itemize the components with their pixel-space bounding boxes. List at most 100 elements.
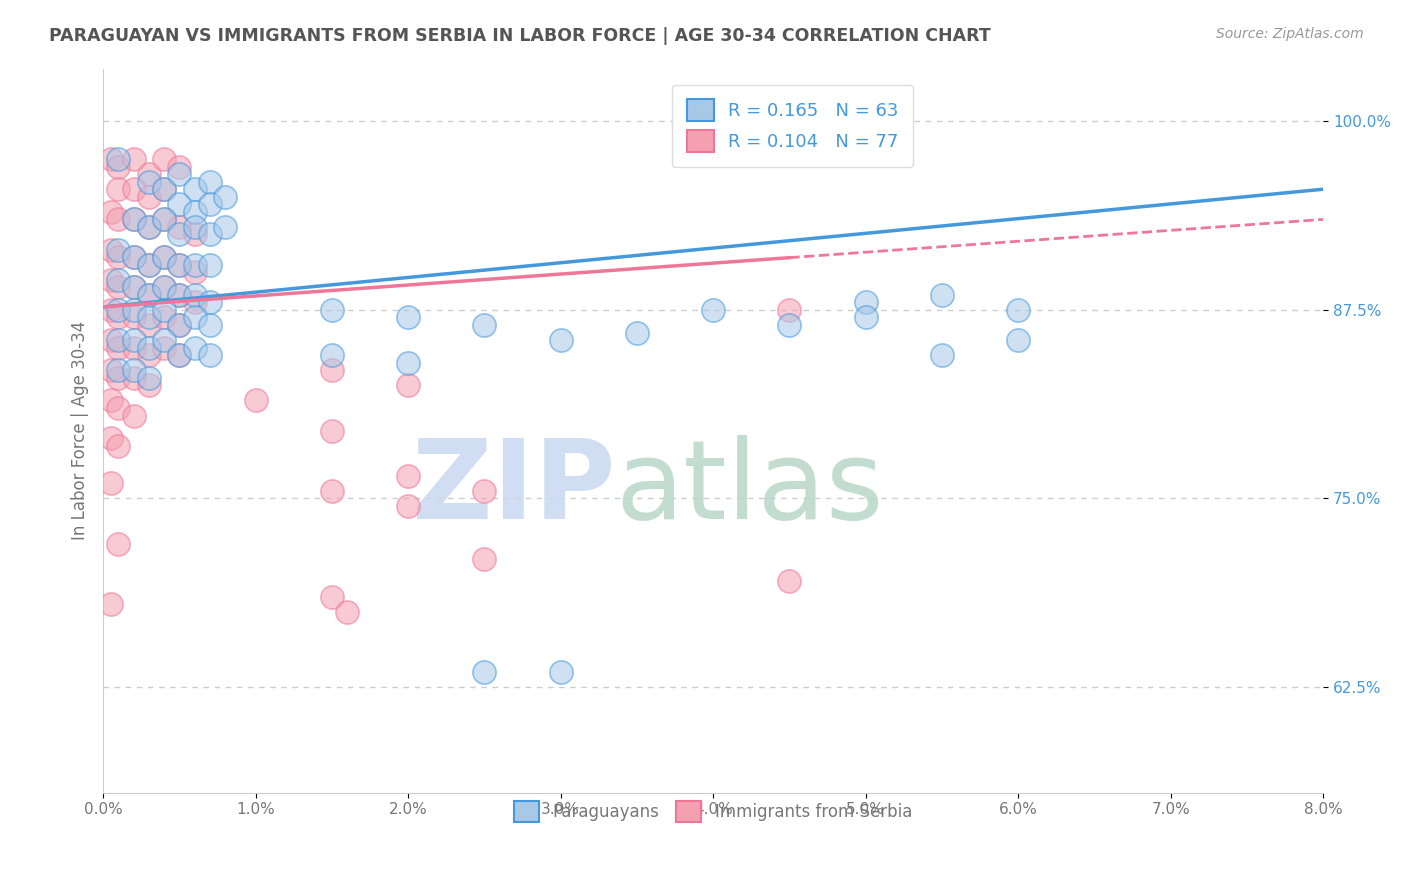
Point — [107, 302, 129, 317]
Point — [107, 273, 129, 287]
Point — [153, 250, 176, 264]
Point — [169, 318, 191, 332]
Point — [153, 341, 176, 355]
Point — [169, 318, 191, 332]
Point — [138, 378, 160, 392]
Point — [169, 167, 191, 181]
Point — [107, 333, 129, 347]
Text: Source: ZipAtlas.com: Source: ZipAtlas.com — [1216, 27, 1364, 41]
Point — [321, 363, 343, 377]
Point — [122, 280, 145, 294]
Point — [107, 160, 129, 174]
Point — [107, 243, 129, 257]
Point — [169, 288, 191, 302]
Point — [169, 219, 191, 234]
Point — [198, 258, 221, 272]
Point — [550, 333, 572, 347]
Point — [153, 152, 176, 166]
Point — [474, 483, 496, 498]
Point — [122, 302, 145, 317]
Point — [122, 250, 145, 264]
Point — [855, 310, 877, 325]
Point — [169, 160, 191, 174]
Point — [198, 175, 221, 189]
Point — [169, 227, 191, 242]
Point — [100, 363, 122, 377]
Point — [107, 363, 129, 377]
Point — [107, 280, 129, 294]
Point — [107, 371, 129, 385]
Point — [153, 250, 176, 264]
Point — [107, 250, 129, 264]
Point — [626, 326, 648, 340]
Point — [100, 243, 122, 257]
Point — [122, 250, 145, 264]
Point — [778, 574, 800, 589]
Point — [122, 363, 145, 377]
Point — [153, 212, 176, 227]
Point — [474, 551, 496, 566]
Point — [550, 665, 572, 679]
Point — [183, 219, 205, 234]
Point — [122, 182, 145, 196]
Point — [122, 341, 145, 355]
Point — [153, 182, 176, 196]
Point — [122, 310, 145, 325]
Point — [138, 175, 160, 189]
Point — [1007, 333, 1029, 347]
Point — [183, 204, 205, 219]
Point — [122, 333, 145, 347]
Point — [183, 295, 205, 310]
Point — [107, 341, 129, 355]
Point — [396, 378, 419, 392]
Point — [931, 288, 953, 302]
Point — [122, 152, 145, 166]
Point — [122, 371, 145, 385]
Point — [100, 273, 122, 287]
Point — [183, 341, 205, 355]
Point — [100, 152, 122, 166]
Point — [138, 341, 160, 355]
Point — [198, 227, 221, 242]
Point — [778, 302, 800, 317]
Point — [107, 401, 129, 415]
Point — [153, 310, 176, 325]
Point — [474, 318, 496, 332]
Point — [183, 288, 205, 302]
Point — [138, 288, 160, 302]
Point — [702, 302, 724, 317]
Point — [107, 537, 129, 551]
Point — [100, 476, 122, 491]
Point — [396, 468, 419, 483]
Point — [169, 348, 191, 362]
Point — [138, 219, 160, 234]
Point — [122, 212, 145, 227]
Point — [169, 348, 191, 362]
Point — [321, 483, 343, 498]
Point — [122, 212, 145, 227]
Legend: Paraguayans, Immigrants from Serbia: Paraguayans, Immigrants from Serbia — [501, 788, 925, 835]
Point — [100, 393, 122, 408]
Point — [138, 258, 160, 272]
Point — [138, 288, 160, 302]
Point — [153, 280, 176, 294]
Point — [321, 302, 343, 317]
Point — [138, 348, 160, 362]
Point — [100, 597, 122, 611]
Point — [474, 665, 496, 679]
Point — [198, 348, 221, 362]
Point — [100, 333, 122, 347]
Point — [153, 212, 176, 227]
Point — [138, 190, 160, 204]
Point — [321, 590, 343, 604]
Point — [100, 431, 122, 445]
Point — [107, 182, 129, 196]
Point — [138, 167, 160, 181]
Point — [169, 197, 191, 211]
Point — [198, 197, 221, 211]
Point — [245, 393, 267, 408]
Point — [396, 499, 419, 513]
Point — [153, 333, 176, 347]
Point — [107, 439, 129, 453]
Point — [122, 280, 145, 294]
